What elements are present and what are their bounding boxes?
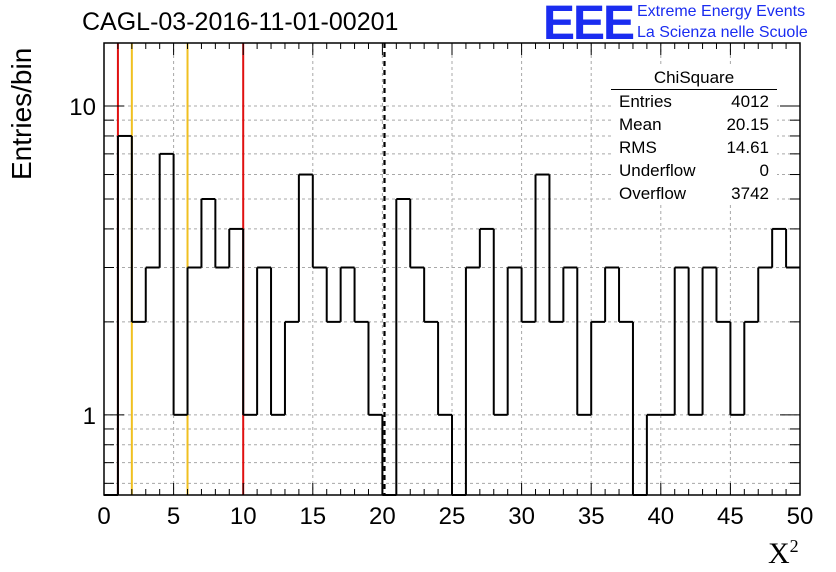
stats-label: Overflow (619, 184, 687, 203)
stats-row-rms: RMS 14.61 (611, 136, 777, 159)
stats-title: ChiSquare (653, 68, 735, 87)
marker-lines (116, 43, 386, 495)
x-tick-label: 45 (717, 503, 744, 530)
x-tick-label: 25 (439, 503, 466, 530)
chart-title: CAGL-03-2016-11-01-00201 (82, 8, 399, 36)
stats-value: 3742 (731, 184, 769, 203)
stats-label: Entries (619, 92, 672, 111)
stats-value: 0 (759, 161, 769, 180)
x-tick-label: 15 (299, 503, 326, 530)
stats-row-mean: Mean 20.15 (611, 113, 777, 136)
x-tick-label: 40 (647, 503, 674, 530)
axis-ticks (103, 43, 801, 495)
stats-row-overflow: Overflow 3742 (611, 182, 777, 205)
stats-divider (611, 89, 777, 90)
x-tick-label: 30 (508, 503, 535, 530)
stats-value: 4012 (731, 92, 769, 111)
stats-label: Mean (619, 115, 662, 134)
x-tick-label: 0 (97, 503, 110, 530)
histogram-bars (104, 134, 800, 496)
stats-box: ChiSquare Entries 4012 Mean 20.15 RMS 14.61… (611, 67, 777, 205)
x-tick-label: 10 (230, 503, 257, 530)
tick-labels: 0 5 10 15 20 25 30 35 40 45 50 1 10 (69, 94, 813, 530)
stats-value: 20.15 (726, 115, 769, 134)
x-axis-label-base: X (768, 537, 790, 570)
y-tick-label: 1 (83, 403, 96, 430)
x-axis-label: X2 (768, 536, 799, 571)
x-axis-label-superscript: 2 (789, 536, 799, 556)
stats-value: 14.61 (726, 138, 769, 157)
logo-line-1: Extreme Energy Events (637, 3, 806, 20)
x-tick-label: 5 (167, 503, 180, 530)
x-tick-label: 50 (787, 503, 814, 530)
y-tick-label: 10 (69, 94, 96, 121)
y-axis-label: Entries/bin (6, 47, 37, 180)
logo-line-2: La Scienza nelle Scuole (637, 24, 808, 41)
stats-row-underflow: Underflow 0 (611, 159, 777, 182)
eee-logo: EEE (543, 0, 635, 50)
x-tick-label: 20 (369, 503, 396, 530)
stats-label: Underflow (619, 161, 696, 180)
x-tick-label: 35 (578, 503, 605, 530)
stats-row-entries: Entries 4012 (611, 90, 777, 113)
stats-label: RMS (619, 138, 657, 157)
